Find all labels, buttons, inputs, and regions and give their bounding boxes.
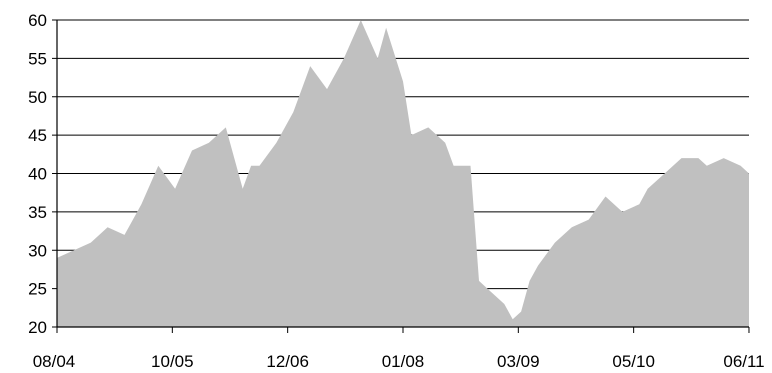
x-tick-label: 03/09 bbox=[497, 352, 540, 371]
x-axis-ticks: 08/04 10/05 12/06 01/08 03/09 05/10 06/11 bbox=[33, 327, 765, 371]
y-tick-label: 50 bbox=[28, 88, 47, 107]
y-tick-label: 45 bbox=[28, 126, 47, 145]
x-tick-label: 12/06 bbox=[266, 352, 309, 371]
y-axis-ticks: 20 25 30 35 40 45 50 55 60 bbox=[28, 11, 57, 337]
y-tick-label: 25 bbox=[28, 280, 47, 299]
y-tick-label: 55 bbox=[28, 49, 47, 68]
x-tick-label: 08/04 bbox=[33, 352, 76, 371]
y-tick-label: 35 bbox=[28, 203, 47, 222]
y-tick-label: 20 bbox=[28, 318, 47, 337]
x-tick-label: 05/10 bbox=[612, 352, 655, 371]
x-tick-label: 10/05 bbox=[151, 352, 194, 371]
y-tick-label: 30 bbox=[28, 241, 47, 260]
y-tick-label: 40 bbox=[28, 165, 47, 184]
series-area bbox=[57, 20, 749, 327]
x-tick-label: 01/08 bbox=[382, 352, 425, 371]
x-tick-label: 06/11 bbox=[723, 352, 764, 371]
y-tick-label: 60 bbox=[28, 11, 47, 30]
